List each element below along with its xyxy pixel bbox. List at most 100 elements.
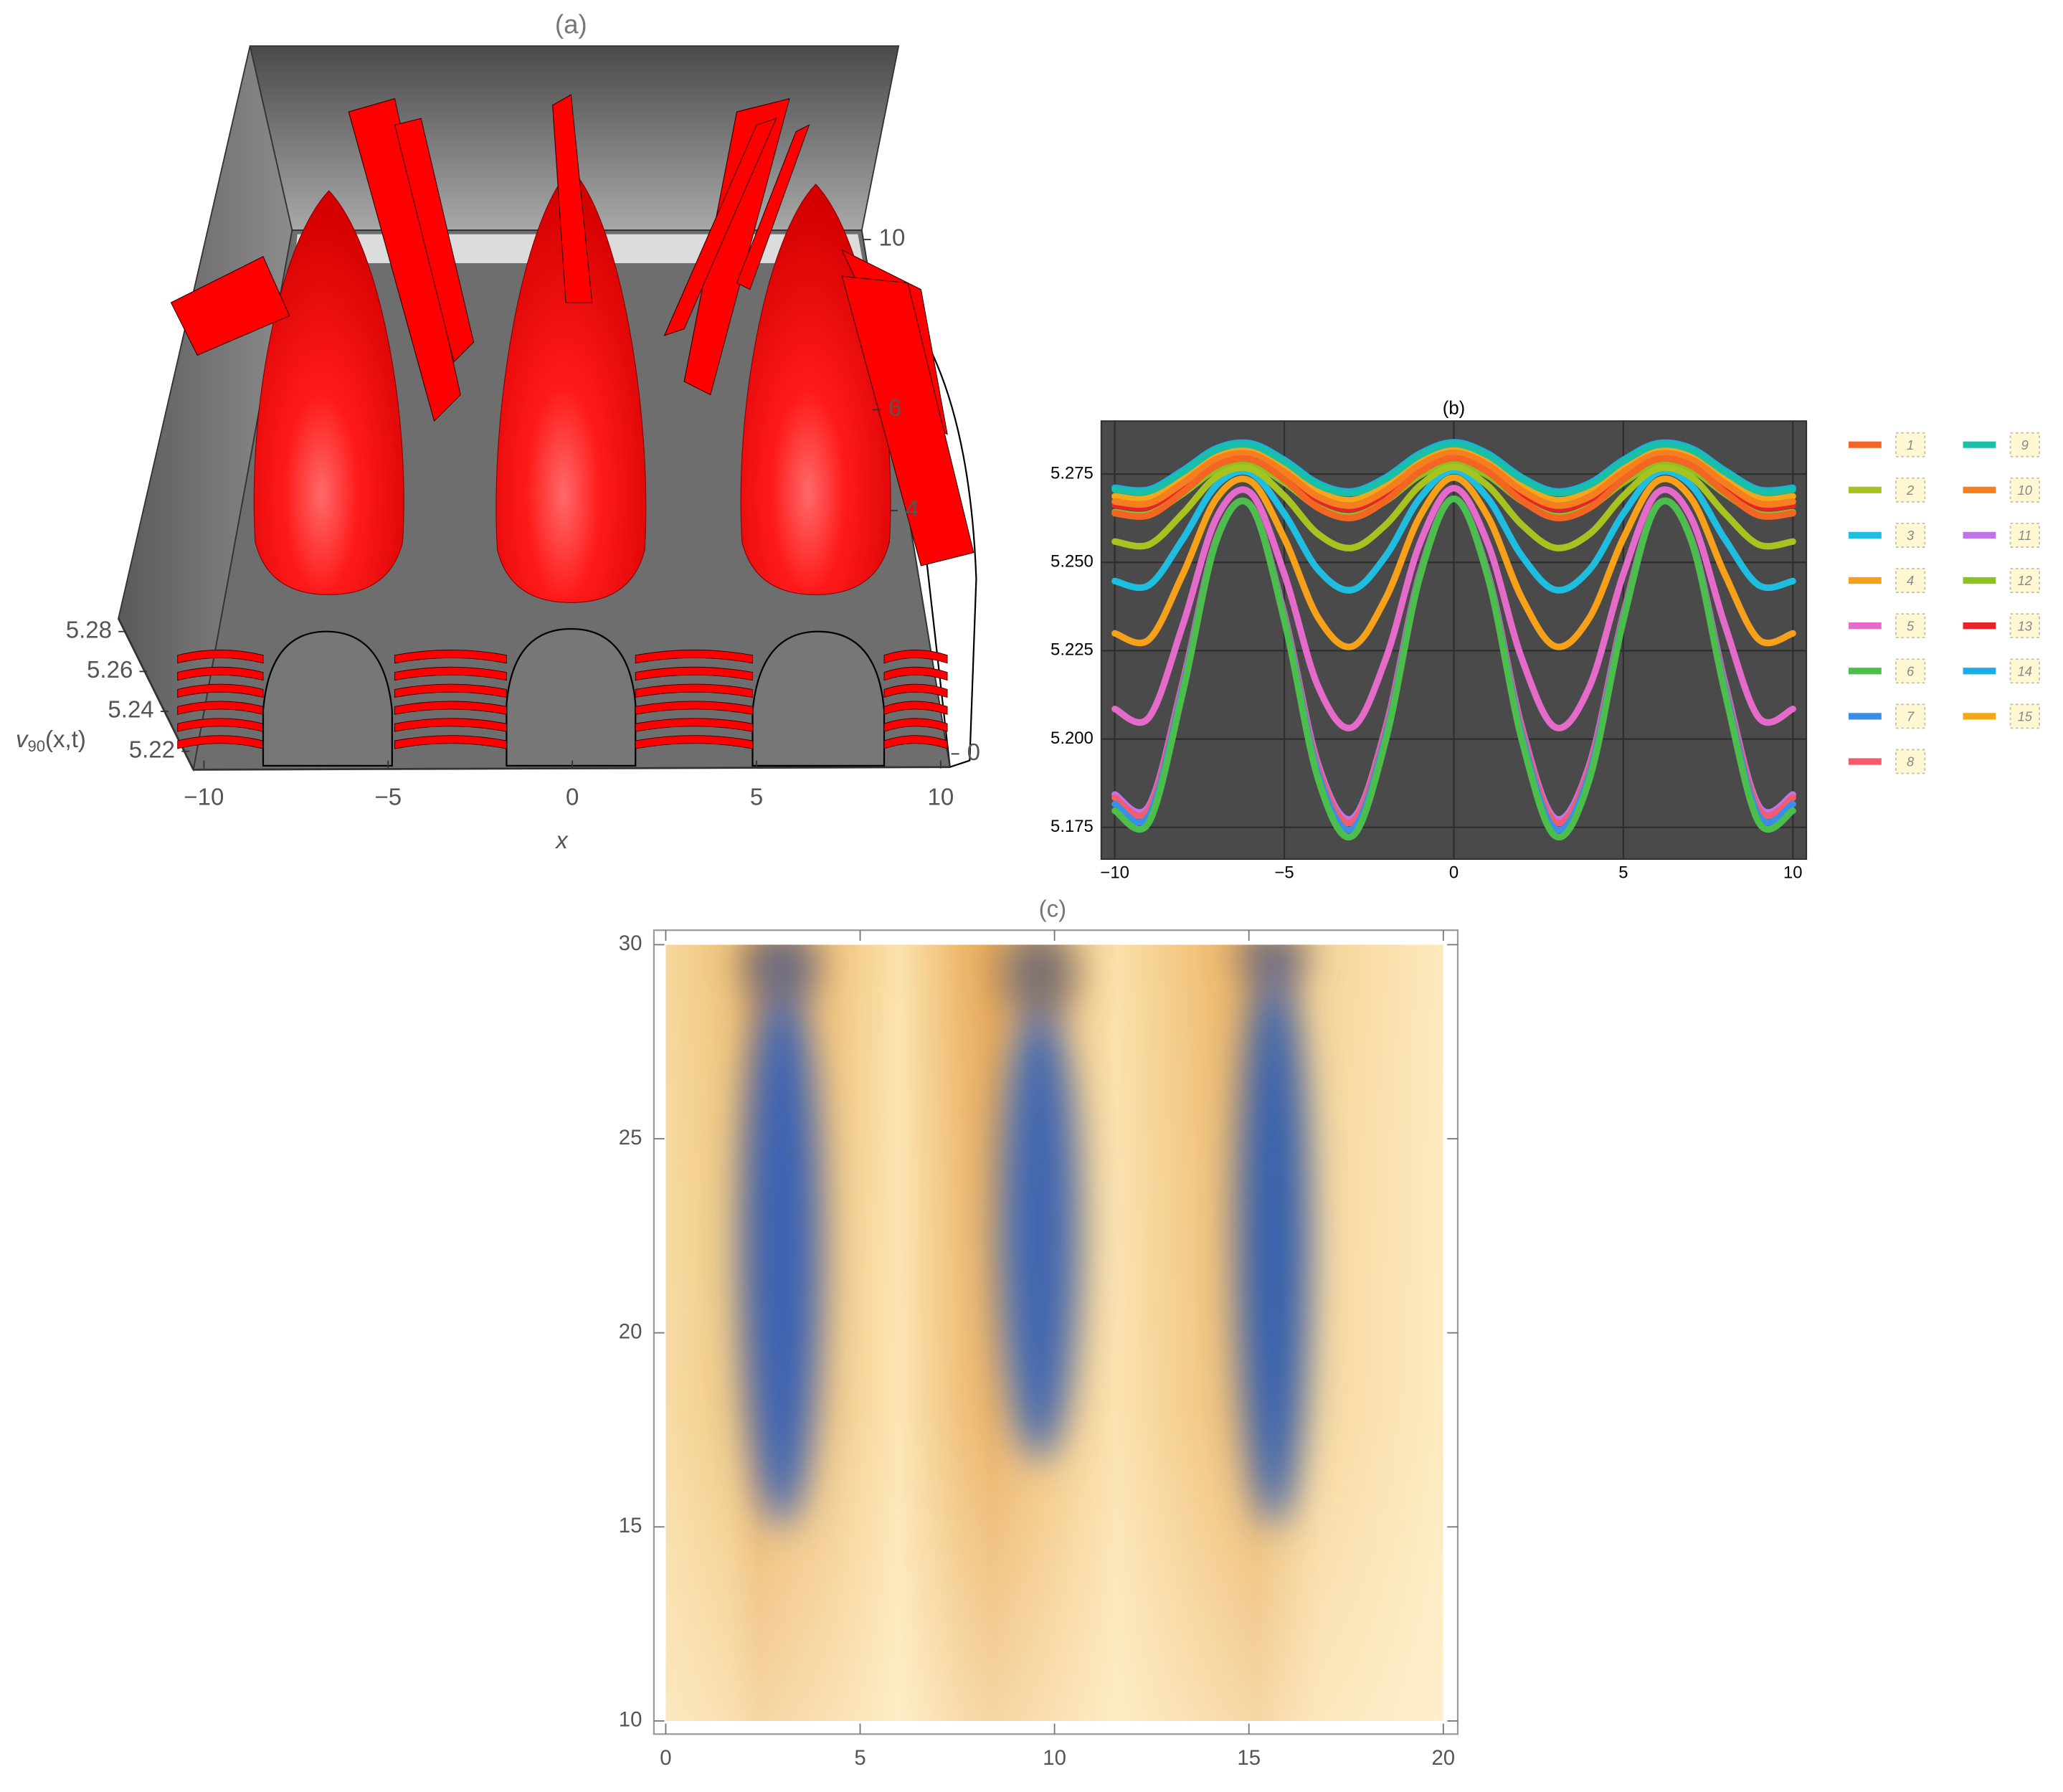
surface-band bbox=[394, 649, 507, 664]
x-tick-label: 5 bbox=[1618, 863, 1628, 883]
series-line bbox=[1111, 474, 1796, 650]
x-tick-label: 10 bbox=[1783, 863, 1803, 883]
surface-ridge bbox=[170, 256, 290, 356]
surface-band bbox=[883, 666, 948, 681]
legend-label-box bbox=[2009, 703, 2040, 729]
y-tick-label: 10 bbox=[619, 1708, 642, 1732]
chart-title: (a) bbox=[555, 9, 587, 39]
series-line bbox=[1111, 463, 1796, 551]
legend-label: 15 bbox=[2018, 709, 2033, 724]
x-tick-label: 0 bbox=[660, 1746, 671, 1770]
series-line bbox=[1111, 440, 1796, 497]
legend-label-box bbox=[1895, 568, 1926, 593]
series-line bbox=[1111, 444, 1796, 504]
surface-band bbox=[883, 649, 948, 664]
legend-label-box bbox=[2009, 568, 2040, 593]
density-image bbox=[665, 944, 1443, 1721]
x-tick-label: −10 bbox=[184, 783, 224, 810]
y-tick-label: 25 bbox=[619, 1126, 642, 1149]
surface-lobe bbox=[253, 190, 404, 595]
surface-band bbox=[394, 718, 507, 732]
legend-label-box bbox=[1895, 658, 1926, 684]
density-blob bbox=[741, 973, 821, 1527]
z-tick-label: 5.22 bbox=[129, 736, 175, 762]
x-tick-label: 10 bbox=[928, 783, 954, 810]
legend-label-box bbox=[1895, 703, 1926, 729]
x-tick-label: 0 bbox=[566, 783, 579, 810]
density-blob bbox=[1241, 944, 1306, 987]
surface-band bbox=[635, 649, 753, 664]
legend-label-box bbox=[1895, 749, 1926, 774]
legend-label: 1 bbox=[1907, 437, 1914, 452]
t-tick-label: 10 bbox=[879, 224, 906, 251]
surface-ridge bbox=[552, 94, 593, 303]
series-line bbox=[1111, 485, 1796, 731]
y-tick-label: 5.175 bbox=[1051, 817, 1094, 836]
density-blob bbox=[1000, 1000, 1079, 1461]
surface-ridge bbox=[663, 118, 777, 336]
z-axis-label-part: v bbox=[16, 726, 29, 752]
legend-label: 13 bbox=[2018, 618, 2033, 633]
surface-ridge bbox=[394, 118, 475, 363]
density-blob bbox=[744, 944, 819, 1007]
y-tick-label: 5.225 bbox=[1051, 640, 1094, 660]
series-line bbox=[1111, 460, 1796, 520]
chart-title: (c) bbox=[1039, 895, 1067, 921]
legend-label: 12 bbox=[2018, 573, 2032, 588]
legend-label: 4 bbox=[1907, 573, 1914, 588]
density-blob bbox=[1238, 960, 1309, 1527]
z-axis-label-part: 90 bbox=[28, 737, 45, 755]
chart-title: (b) bbox=[1443, 398, 1465, 418]
legend-label-box bbox=[2009, 522, 2040, 548]
surface-band bbox=[635, 683, 753, 698]
arch bbox=[262, 630, 393, 767]
panel-a bbox=[117, 45, 977, 772]
x-axis-label: x bbox=[554, 827, 569, 853]
surface-band bbox=[394, 701, 507, 715]
series-line bbox=[1111, 467, 1796, 594]
arch bbox=[506, 627, 637, 767]
legend-label: 8 bbox=[1907, 754, 1915, 769]
surface-band bbox=[177, 683, 264, 698]
surface-lobe bbox=[495, 168, 647, 603]
x-tick-label: 15 bbox=[1237, 1746, 1261, 1770]
surface-band bbox=[635, 666, 753, 681]
y-tick-label: 30 bbox=[619, 931, 642, 955]
legend-label-box bbox=[1895, 613, 1926, 639]
x-tick-label: −10 bbox=[1100, 863, 1129, 883]
x-tick-label: 10 bbox=[1043, 1746, 1066, 1770]
t-tick-label: 6 bbox=[888, 394, 901, 421]
x-tick-label: 5 bbox=[854, 1746, 865, 1770]
y-tick-label: 20 bbox=[619, 1319, 642, 1343]
z-axis-label-part: (x,t) bbox=[45, 726, 86, 752]
surface-band bbox=[177, 649, 264, 664]
surface-band bbox=[177, 666, 264, 681]
z-tick-label: 5.26 bbox=[87, 656, 133, 683]
series-line bbox=[1111, 495, 1796, 840]
x-tick-label: 20 bbox=[1431, 1746, 1455, 1770]
surface-ridge bbox=[736, 124, 810, 290]
surface-band bbox=[883, 735, 948, 749]
legend-label: 5 bbox=[1907, 618, 1915, 633]
density-blobs bbox=[741, 944, 1309, 1527]
x-tick-label: −5 bbox=[374, 783, 402, 810]
legend-label-box bbox=[1895, 432, 1926, 458]
legend-label-box bbox=[1895, 477, 1926, 503]
surface-band bbox=[883, 718, 948, 732]
x-tick-label: 5 bbox=[750, 783, 763, 810]
z-axis-label: v90(x,t) bbox=[16, 726, 86, 755]
legend-label: 10 bbox=[2018, 483, 2033, 498]
surface-band bbox=[883, 683, 948, 698]
surface-ridge bbox=[348, 98, 461, 422]
density-blob bbox=[1002, 944, 1076, 1020]
surface-band bbox=[635, 735, 753, 749]
axis-line bbox=[193, 766, 950, 771]
z-tick-label: 5.24 bbox=[108, 696, 153, 723]
legend-label: 6 bbox=[1907, 663, 1915, 678]
surface-band bbox=[394, 735, 507, 749]
surface-band bbox=[635, 701, 753, 715]
surface-ridge bbox=[841, 275, 974, 566]
legend-label: 11 bbox=[2018, 528, 2031, 543]
